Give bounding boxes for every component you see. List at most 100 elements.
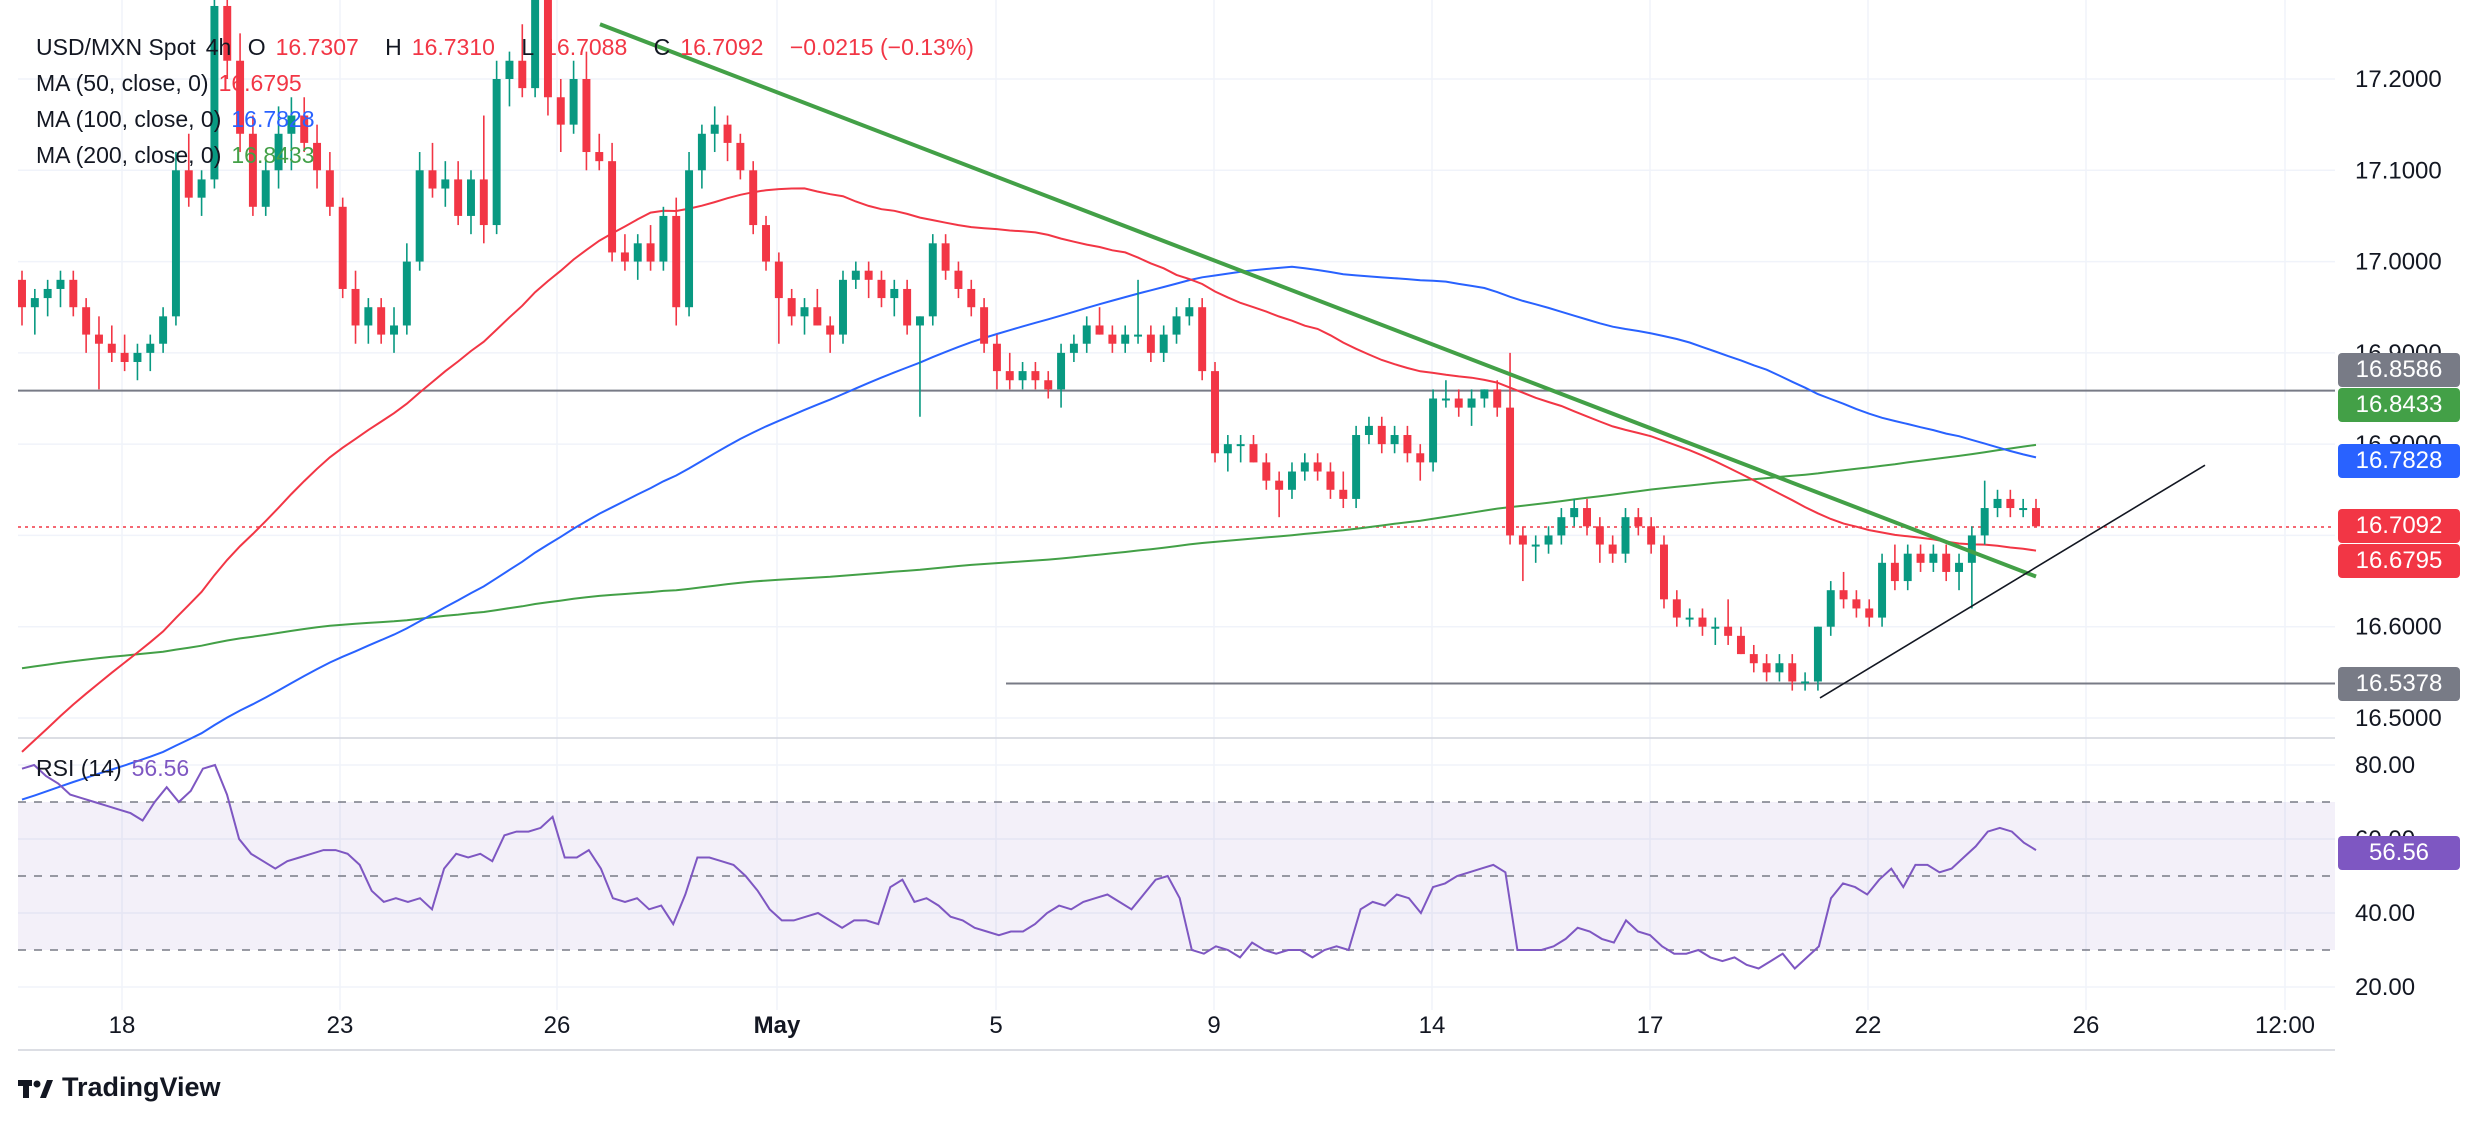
candle-body [1980,508,1989,536]
candle-body [30,298,39,308]
ma100-path [21,265,2037,801]
candle-body [1993,498,2002,509]
candle-body [492,79,501,226]
candle [646,225,655,271]
candle [1108,325,1117,353]
time-tick-label: 17 [1637,1012,1664,1039]
candle [967,279,976,317]
candle [1390,425,1399,454]
candle [556,79,565,153]
candle-body [1326,471,1335,490]
candle-body [2006,498,2015,509]
candle [723,115,732,162]
candle-body [1313,462,1322,472]
candle-body [1685,617,1694,620]
time-tick-label: 26 [544,1012,571,1039]
candle-body [980,307,989,344]
candle-body [1570,508,1579,518]
candle [800,298,809,335]
candle [1903,544,1912,591]
ma50-label: MA (50, close, 0) [36,70,209,96]
candle [1185,298,1194,326]
horizontal-levels[interactable] [18,389,2335,685]
candle [2006,489,2015,518]
ma200-path [21,443,2037,670]
candle [1146,325,1155,362]
candle-body [569,79,578,125]
trendlines[interactable] [599,22,2206,699]
candle [287,97,296,171]
candle-body [133,352,142,362]
candle-body [377,307,386,335]
candle-body [1121,334,1130,344]
candle-body [1749,654,1758,664]
candle-body [1839,590,1848,600]
ma100-legend[interactable]: MA (100, close, 0) 16.7828 [36,102,325,136]
candle [197,170,206,216]
candle-body [1531,544,1540,547]
candle-body [556,97,565,125]
rsi-legend[interactable]: RSI (14) 56.56 [36,751,199,785]
candle [1942,544,1951,582]
candle [749,161,758,235]
candle [1275,471,1284,518]
candle [1801,672,1810,691]
candle-body [325,170,334,207]
candle-body [762,225,771,262]
candle [877,270,886,308]
candle-body [736,142,745,171]
candle-body [1300,462,1309,472]
candle [1698,608,1707,636]
candle [1082,316,1091,353]
candle-body [1287,471,1296,490]
candle-body [107,343,116,353]
tradingview-brand[interactable]: TradingView [18,1072,221,1103]
candle-body [428,170,437,189]
ma50-legend[interactable]: MA (50, close, 0) 16.6795 [36,66,312,100]
candle-body [1762,663,1771,673]
candle [1364,416,1373,445]
rsi-label: RSI (14) [36,755,122,781]
ma100-label: MA (100, close, 0) [36,106,222,132]
candle [223,0,232,79]
candle [454,161,463,226]
candle-body [1146,334,1155,353]
ma100-value: 16.7828 [231,106,315,132]
candle-body [1621,517,1630,554]
candle [1339,471,1348,509]
ma200-legend[interactable]: MA (200, close, 0) 16.8433 [36,138,325,172]
candle-body [1223,444,1232,454]
high-value: 16.7310 [411,34,495,60]
candle-body [1429,398,1438,463]
ma50-value: 16.6795 [218,70,302,96]
candle-body [1095,325,1104,335]
candle [236,33,245,153]
candle-body [633,243,642,262]
ma100-line [21,265,2037,801]
candle [1134,279,1143,344]
candle [505,51,514,107]
candle-body [1262,462,1271,481]
candle-body [18,279,26,308]
candle-body [1467,398,1476,408]
candle [261,161,270,216]
time-axis[interactable]: 18 23 26 May 5 9 14 17 22 26 12:00 [109,1012,2315,1039]
candle [159,307,168,353]
price-tick-label: 17.2000 [2355,66,2442,93]
brand-name: TradingView [62,1072,221,1102]
price-tick-label: 17.0000 [2355,249,2442,276]
candle [659,206,668,271]
candle-body [364,307,373,326]
candle-body [1441,398,1450,401]
candle-body [1788,663,1797,682]
candle [543,0,552,116]
candle [1980,480,1989,545]
candle [184,133,193,207]
candle [364,298,373,344]
candle-body [1454,398,1463,408]
candle [813,288,822,326]
candle-body [1826,590,1835,627]
candle [1570,498,1579,527]
